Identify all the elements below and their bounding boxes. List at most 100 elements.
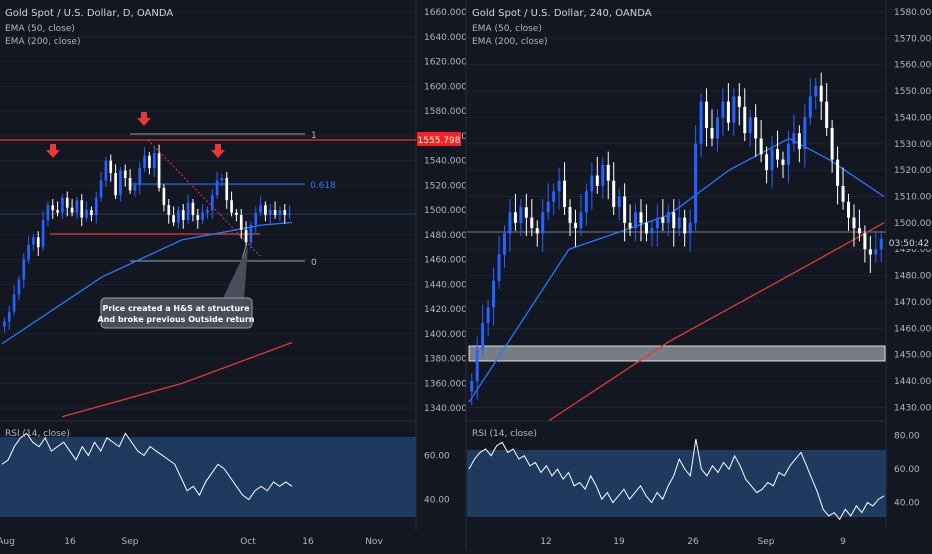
candle-body[interactable] [874, 249, 878, 255]
candle-body[interactable] [85, 210, 88, 218]
candle-body[interactable] [776, 149, 780, 160]
candle-body[interactable] [579, 212, 583, 229]
candle-body[interactable] [123, 170, 127, 178]
candle-body[interactable] [167, 205, 171, 216]
candle-body[interactable] [80, 200, 84, 218]
candle-body[interactable] [852, 217, 856, 229]
candle-body[interactable] [259, 205, 262, 213]
candle-body[interactable] [721, 101, 725, 118]
candle-body[interactable] [710, 127, 714, 139]
candle-body[interactable] [230, 200, 233, 213]
candle-body[interactable] [138, 168, 142, 186]
candle-body[interactable] [51, 205, 55, 211]
candle-body[interactable] [808, 96, 812, 118]
candle-body[interactable] [841, 185, 845, 202]
right-rsi-line[interactable] [468, 438, 885, 521]
right-chart-panel[interactable]: 1430.000 1440.000 1450.000 1460.000 1470.000… [465, 0, 932, 550]
candle-body[interactable] [143, 155, 146, 169]
candle-body[interactable] [7, 311, 11, 322]
candle-body[interactable] [792, 133, 796, 144]
candle-body[interactable] [737, 96, 741, 107]
candle-body[interactable] [535, 228, 539, 234]
candle-body[interactable] [162, 187, 166, 206]
candle-body[interactable] [201, 212, 204, 221]
candle-body[interactable] [803, 117, 807, 150]
candle-body[interactable] [606, 164, 610, 181]
candle-body[interactable] [786, 143, 790, 165]
candle-body[interactable] [288, 213, 291, 216]
candle-body[interactable] [278, 210, 282, 216]
candle-body[interactable] [152, 153, 156, 169]
candle-body[interactable] [12, 294, 16, 312]
candle-body[interactable] [264, 205, 267, 216]
right-candles[interactable] [470, 72, 883, 405]
candle-body[interactable] [557, 180, 561, 192]
candle-body[interactable] [683, 217, 687, 234]
candle-body[interactable] [530, 217, 534, 229]
candle-body[interactable] [590, 175, 594, 192]
candle-body[interactable] [584, 191, 588, 213]
candle-body[interactable] [825, 101, 829, 128]
candle-body[interactable] [254, 212, 258, 225]
candle-body[interactable] [552, 191, 556, 202]
candle-body[interactable] [65, 197, 69, 208]
candle-body[interactable] [172, 215, 175, 223]
left-chart-panel[interactable]: 1340.000 1360.000 1380.000 1400.000 1420.000… [0, 0, 467, 547]
candle-body[interactable] [22, 259, 26, 280]
candle-body[interactable] [546, 201, 550, 213]
candle-body[interactable] [249, 224, 253, 243]
left-rsi-line[interactable] [1, 432, 293, 501]
rsi-path[interactable] [1, 432, 293, 501]
candle-body[interactable] [868, 249, 872, 255]
candle-body[interactable] [770, 149, 774, 171]
candle-body[interactable] [128, 177, 132, 191]
candle-body[interactable] [133, 185, 137, 191]
candle-body[interactable] [732, 96, 736, 123]
candle-body[interactable] [220, 177, 224, 181]
candle-body[interactable] [244, 229, 248, 243]
candle-body[interactable] [765, 154, 769, 171]
candle-body[interactable] [541, 212, 545, 234]
candle-body[interactable] [595, 175, 599, 186]
candle-body[interactable] [661, 217, 665, 223]
candle-body[interactable] [56, 210, 59, 213]
candle-body[interactable] [836, 159, 840, 186]
candle-body[interactable] [41, 220, 45, 248]
candle-body[interactable] [830, 127, 834, 160]
candle-body[interactable] [754, 117, 758, 139]
candle-body[interactable] [705, 101, 709, 128]
candle-body[interactable] [17, 279, 21, 295]
candle-body[interactable] [814, 85, 818, 97]
candle-body[interactable] [628, 222, 632, 229]
right-time-axis[interactable]: 12 19 26 Sep 9 [540, 537, 846, 547]
candle-body[interactable] [781, 159, 785, 165]
candle-body[interactable] [268, 210, 272, 216]
candle-body[interactable] [206, 210, 209, 213]
candle-body[interactable] [617, 196, 621, 208]
candle-body[interactable] [148, 155, 151, 169]
candle-body[interactable] [235, 212, 238, 216]
candle-body[interactable] [612, 180, 616, 208]
candle-body[interactable] [104, 160, 108, 181]
candle-body[interactable] [601, 164, 605, 186]
candle-body[interactable] [470, 381, 474, 392]
candle-body[interactable] [27, 244, 30, 260]
candle-body[interactable] [239, 215, 243, 230]
candle-body[interactable] [655, 217, 659, 229]
candle-body[interactable] [283, 210, 287, 216]
candle-body[interactable] [475, 349, 479, 382]
candle-body[interactable] [508, 212, 512, 234]
candle-body[interactable] [70, 207, 74, 213]
candle-body[interactable] [857, 228, 861, 234]
candle-body[interactable] [114, 173, 117, 196]
candle-body[interactable] [797, 133, 801, 150]
candle-body[interactable] [759, 138, 763, 155]
candle-body[interactable] [181, 210, 185, 221]
candle-body[interactable] [863, 233, 867, 250]
candle-body[interactable] [666, 212, 670, 223]
candle-body[interactable] [623, 196, 627, 223]
candle-body[interactable] [61, 197, 64, 213]
support-zone[interactable] [468, 345, 886, 362]
left-time-axis[interactable]: Aug 16 Sep Oct 16 Nov [0, 537, 383, 547]
candle-body[interactable] [191, 202, 195, 216]
